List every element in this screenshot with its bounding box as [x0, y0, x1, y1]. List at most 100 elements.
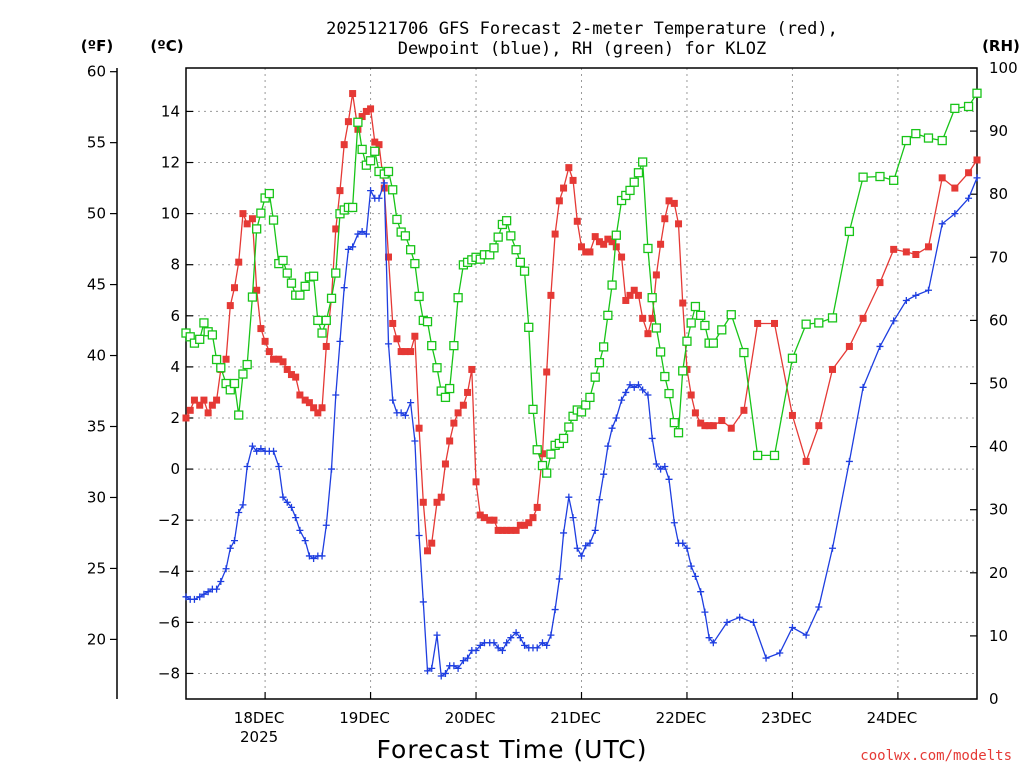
rh-point [388, 185, 398, 195]
rh-point [696, 310, 706, 321]
dewpoint-point [639, 386, 647, 394]
temperature-point [740, 406, 748, 414]
rh-point [453, 293, 463, 303]
temperature-point [200, 396, 208, 404]
rh-point [300, 281, 310, 291]
rh-tick-label: 0 [989, 690, 999, 708]
dewpoint-point [182, 593, 190, 601]
dewpoint-point [859, 383, 867, 391]
temperature-point [560, 184, 568, 192]
dewpoint-point [336, 337, 344, 345]
dewpoint-point [622, 388, 630, 396]
dewpoint-point [709, 639, 717, 647]
rh-tick-label: 40 [989, 438, 1008, 456]
temperature-point [859, 314, 867, 322]
rh-point [405, 245, 416, 255]
temperature-point [845, 342, 853, 350]
temperature-point [441, 460, 449, 468]
temperature-point [618, 253, 626, 261]
rh-point [414, 291, 424, 302]
dewpoint-point [318, 552, 326, 560]
dewpoint-point [924, 286, 932, 294]
rh-point [660, 371, 670, 382]
fahrenheit-tick-label: 55 [87, 134, 106, 152]
rh-point [353, 117, 363, 127]
temperature-point [204, 409, 212, 417]
celsius-tick-label: −2 [158, 511, 180, 529]
temperature-point [679, 299, 687, 307]
dewpoint-point [424, 667, 432, 675]
dewpoint-point [279, 493, 287, 501]
dewpoint-point [349, 243, 357, 251]
temperature-point [464, 388, 472, 396]
temperature-point [257, 325, 265, 333]
rh-point [195, 334, 205, 344]
temperature-point [582, 248, 590, 256]
rh-point [321, 315, 331, 326]
celsius-tick-label: 14 [161, 102, 180, 120]
dewpoint-point [196, 593, 204, 601]
temperature-point [424, 547, 432, 555]
temperature-point [301, 396, 309, 404]
temperature-point [322, 342, 330, 350]
celsius-tick-label: 2 [170, 409, 180, 427]
dewpoint-point [322, 521, 330, 529]
temperature-point [231, 284, 239, 292]
temperature-point [829, 365, 837, 373]
temperature-point [705, 422, 713, 430]
rh-point [963, 101, 974, 112]
celsius-tick-label: 4 [170, 358, 180, 376]
temperature-point [349, 90, 357, 98]
temperature-point [384, 253, 392, 261]
fahrenheit-tick-label: 25 [87, 559, 106, 577]
rh-point [449, 340, 459, 351]
dewpoint-point [705, 634, 713, 642]
temperature-point [340, 141, 348, 149]
temperature-point [213, 396, 221, 404]
temperature-point [595, 238, 603, 246]
rh-point [581, 400, 591, 410]
dewpoint-point [687, 562, 695, 570]
temperature-point [336, 187, 344, 195]
rh-point [199, 318, 209, 328]
rh-point [937, 135, 947, 146]
rh-tick-label: 10 [989, 627, 1008, 645]
x-axis-label: Forecast Time (UTC) [377, 735, 648, 764]
dewpoint-point [612, 414, 620, 422]
temperature-point [486, 516, 494, 524]
rh-point [501, 216, 512, 226]
rh-point [655, 347, 666, 357]
fahrenheit-tick-label: 60 [87, 63, 106, 81]
dewpoint-point [401, 411, 409, 419]
temperature-point [657, 240, 665, 248]
dewpoint-point [362, 230, 370, 238]
dewpoint-point [679, 539, 687, 547]
temperature-point [634, 291, 642, 299]
rh-point [629, 177, 639, 187]
dewpoint-point [213, 585, 221, 593]
temperature-point [507, 526, 515, 534]
rh-point [673, 428, 684, 438]
temperature-point [208, 401, 216, 409]
temperature-point [648, 314, 656, 322]
dewpoint-point [595, 496, 603, 504]
temperature-point [565, 164, 573, 172]
temperature-point [292, 373, 300, 381]
rh-point [923, 133, 934, 143]
temperature-point [296, 391, 304, 399]
celsius-tick-label: −4 [158, 562, 180, 580]
gridlines [186, 68, 977, 699]
dewpoint-point [200, 590, 208, 598]
dewpoint-point [389, 396, 397, 404]
rh-point [256, 208, 266, 218]
temperature-point [612, 243, 620, 251]
rh-point [700, 320, 710, 331]
rh-point [317, 328, 327, 338]
dewpoint-point [507, 634, 515, 642]
temperature-point [802, 457, 810, 465]
temperature-point [310, 404, 318, 412]
time-tick-label: 19DEC [339, 709, 390, 727]
rh-point [357, 144, 367, 155]
time-tick-label: 24DEC [867, 709, 918, 727]
